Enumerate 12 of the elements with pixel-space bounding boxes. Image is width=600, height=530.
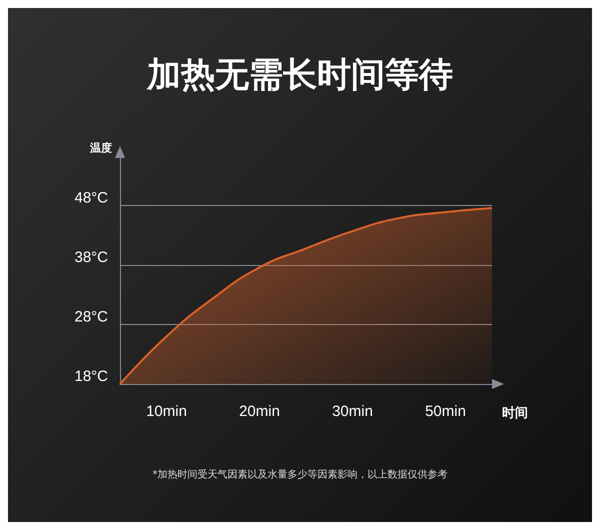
y-tick-label: 28°C xyxy=(74,308,108,326)
x-axis-title: 时间 xyxy=(502,405,528,420)
x-tick-label: 50min xyxy=(425,403,466,420)
y-tick-label: 48°C xyxy=(74,190,108,207)
y-tick-label: 18°C xyxy=(74,368,108,385)
x-tick-label: 10min xyxy=(146,403,187,420)
y-tick-label: 38°C xyxy=(74,249,108,266)
y-axis-title: 温度 xyxy=(89,142,112,154)
text: *加热时间受天气因素以及水量多少等因素影响，以上数据仅供参考 xyxy=(152,468,448,480)
chart-title: 加热无需长时间等待 xyxy=(146,55,453,95)
x-tick-label: 20min xyxy=(239,403,280,420)
x-tick-label: 30min xyxy=(332,403,373,420)
